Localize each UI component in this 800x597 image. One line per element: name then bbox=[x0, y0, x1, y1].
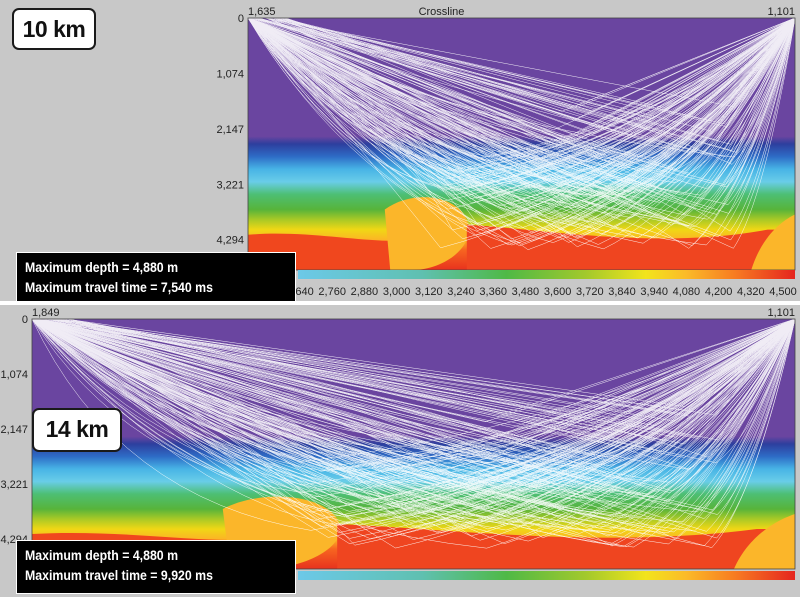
y-tick-label: 2,147 bbox=[0, 424, 28, 436]
colorbar-tick-label: 3,720 bbox=[576, 286, 604, 298]
ray-paths bbox=[32, 319, 795, 549]
x-left-label: 1,635 bbox=[248, 6, 276, 18]
colorbar bbox=[298, 270, 795, 279]
colorbar bbox=[298, 571, 795, 580]
y-tick-label: 3,221 bbox=[216, 179, 244, 191]
colorbar-tick-label: 4,200 bbox=[705, 286, 733, 298]
y-tick-label: 1,074 bbox=[216, 68, 244, 80]
x-left-label: 1,849 bbox=[32, 307, 60, 319]
salt-body-orange bbox=[384, 197, 469, 270]
colorbar-tick-label: 3,120 bbox=[415, 286, 443, 298]
colorbar-tick-label: 4,320 bbox=[737, 286, 765, 298]
bottom-max-depth: Maximum depth = 4,880 m bbox=[25, 547, 179, 563]
colorbar-tick-label: 3,360 bbox=[479, 286, 507, 298]
colorbar-tick-label: 3,000 bbox=[383, 286, 411, 298]
colorbar-tick-label: 3,940 bbox=[640, 286, 668, 298]
colorbar-tick-label: 3,840 bbox=[608, 286, 636, 298]
bottom-info-box: Maximum depth = 4,880 m Maximum travel t… bbox=[16, 540, 296, 594]
bottom-panel: 0 1,074 2,147 3,221 4,294 1,849 1,101 14 km Ma… bbox=[0, 305, 800, 597]
colorbar-tick-label: 2,760 bbox=[318, 286, 346, 298]
crossline-label: Crossline bbox=[419, 6, 465, 18]
red-body-right bbox=[466, 224, 795, 270]
top-info-box: Maximum depth = 4,880 m Maximum travel t… bbox=[16, 252, 296, 302]
bottom-max-travel-time: Maximum travel time = 9,920 ms bbox=[25, 567, 213, 583]
y-tick-label: 2,147 bbox=[216, 124, 244, 136]
model-bodies bbox=[32, 496, 795, 569]
bottom-distance-label: 14 km bbox=[32, 408, 122, 452]
y-tick-label: 1,074 bbox=[0, 369, 28, 381]
colorbar-tick-label: 3,480 bbox=[512, 286, 540, 298]
x-right-label: 1,101 bbox=[767, 6, 795, 18]
ray-paths bbox=[248, 18, 795, 250]
orange-body-right bbox=[751, 214, 795, 270]
top-plot: 0 1,074 2,147 3,221 4,294 1,635 1,101 Crossline… bbox=[216, 6, 797, 298]
top-max-depth: Maximum depth = 4,880 m bbox=[25, 259, 179, 275]
y-tick-label: 4,294 bbox=[216, 235, 244, 247]
colorbar-tick-label: 3,240 bbox=[447, 286, 475, 298]
y-tick-label: 3,221 bbox=[0, 479, 28, 491]
top-distance-label: 10 km bbox=[12, 8, 96, 50]
red-body-right bbox=[337, 524, 795, 569]
colorbar-tick-label: 4,080 bbox=[673, 286, 701, 298]
y-tick-label: 0 bbox=[238, 13, 244, 25]
colorbar-tick-label: 4,500 bbox=[769, 286, 797, 298]
colorbar-tick-label: 3,600 bbox=[544, 286, 572, 298]
x-right-label: 1,101 bbox=[767, 307, 795, 319]
orange-body-right bbox=[733, 514, 795, 569]
top-max-travel-time: Maximum travel time = 7,540 ms bbox=[25, 279, 213, 295]
top-panel: 0 1,074 2,147 3,221 4,294 1,635 1,101 Crossline… bbox=[12, 6, 797, 302]
colorbar-tick-label: 2,880 bbox=[351, 286, 379, 298]
panel-divider bbox=[0, 301, 800, 306]
y-tick-label: 0 bbox=[22, 314, 28, 326]
